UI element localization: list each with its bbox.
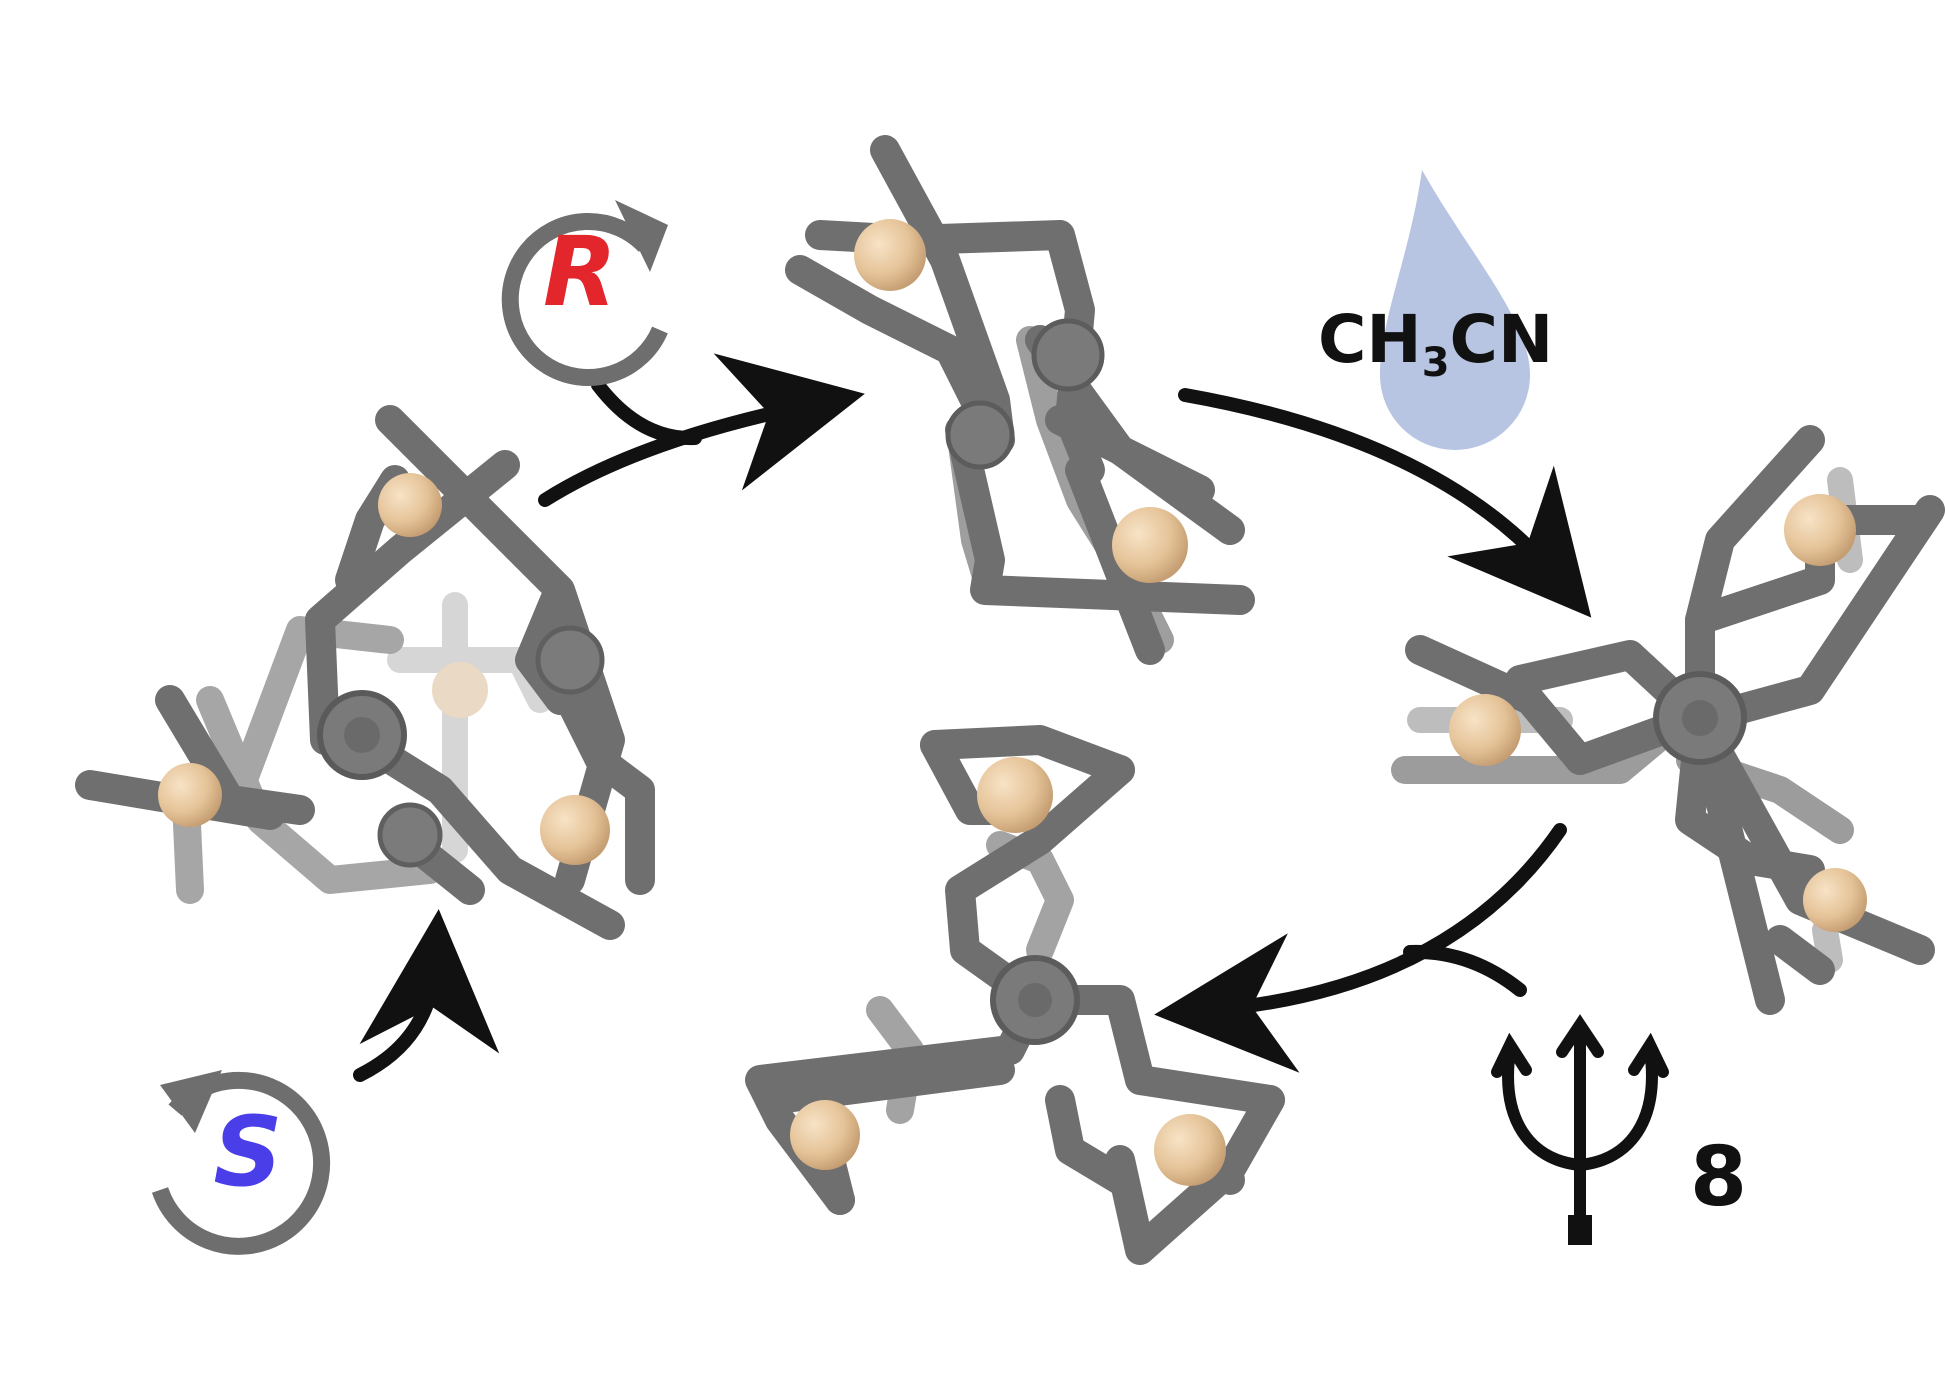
arrow-top-to-right (1178, 388, 1592, 618)
molecule-right (1391, 425, 1945, 1015)
arrow-s-to-left (353, 909, 500, 1082)
arrow-left-to-top (538, 353, 865, 507)
sphere (1449, 694, 1521, 766)
s-descriptor-label: S (213, 1096, 282, 1208)
sphere (540, 795, 610, 865)
counterclockwise-rotation-icon: S (151, 1070, 331, 1255)
sphere (158, 763, 222, 827)
sphere (854, 219, 926, 291)
water-drop-icon (1380, 170, 1530, 450)
sphere (1154, 1114, 1226, 1186)
sphere (977, 757, 1053, 833)
trident-icon (1491, 1014, 1669, 1245)
sphere (1784, 494, 1856, 566)
solvent-label: CH3CN (1318, 301, 1553, 386)
sphere (790, 1100, 860, 1170)
arrow-branch-trident (1403, 944, 1527, 997)
molecule-bottom (745, 725, 1285, 1265)
sphere (1112, 507, 1188, 583)
molecule-left (75, 405, 655, 940)
arrow-branch-r (591, 378, 702, 446)
sphere-back (432, 662, 488, 718)
r-descriptor-label: R (543, 216, 617, 328)
hub-top (1031, 318, 1105, 392)
reaction-arrows (353, 353, 1592, 1082)
molecule-top (785, 135, 1255, 665)
sphere (1803, 868, 1867, 932)
trident-count-label: 8 (1690, 1130, 1747, 1225)
sphere (378, 473, 442, 537)
clockwise-rotation-icon: R (501, 200, 668, 386)
